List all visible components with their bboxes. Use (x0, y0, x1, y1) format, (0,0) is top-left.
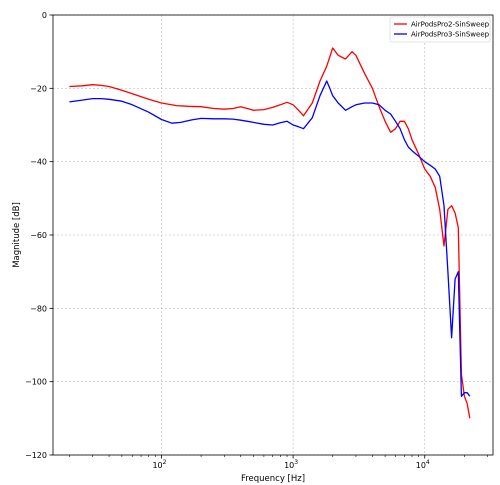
x-tick-label: 103 (284, 459, 298, 470)
y-axis-label: Magnitude [dB] (12, 202, 22, 268)
legend-box (389, 16, 491, 43)
x-axis-label: Frequency [Hz] (241, 474, 305, 484)
series-layer (69, 47, 471, 419)
series-line-0 (69, 47, 471, 419)
y-tick-label: −20 (30, 84, 47, 93)
x-tick-label: 104 (416, 459, 430, 470)
y-tick-label: −60 (30, 231, 47, 240)
y-tick-label: −100 (25, 378, 47, 387)
y-tick-label: −40 (30, 158, 47, 167)
y-tick-label: −120 (25, 451, 47, 460)
ticks: 0 −20 −40 −60 −80 −100 −120 102 103 104 (25, 11, 488, 470)
series-line-1 (69, 80, 471, 397)
y-tick-label: −80 (30, 304, 47, 313)
legend-label-0: AirPodsPro2-SinSweep (411, 21, 490, 29)
legend-label-1: AirPodsPro3-SinSweep (411, 31, 490, 39)
legend: AirPodsPro2-SinSweep AirPodsPro3-SinSweep (389, 16, 491, 43)
y-tick-label: 0 (42, 11, 47, 20)
x-tick-label: 102 (152, 459, 166, 470)
